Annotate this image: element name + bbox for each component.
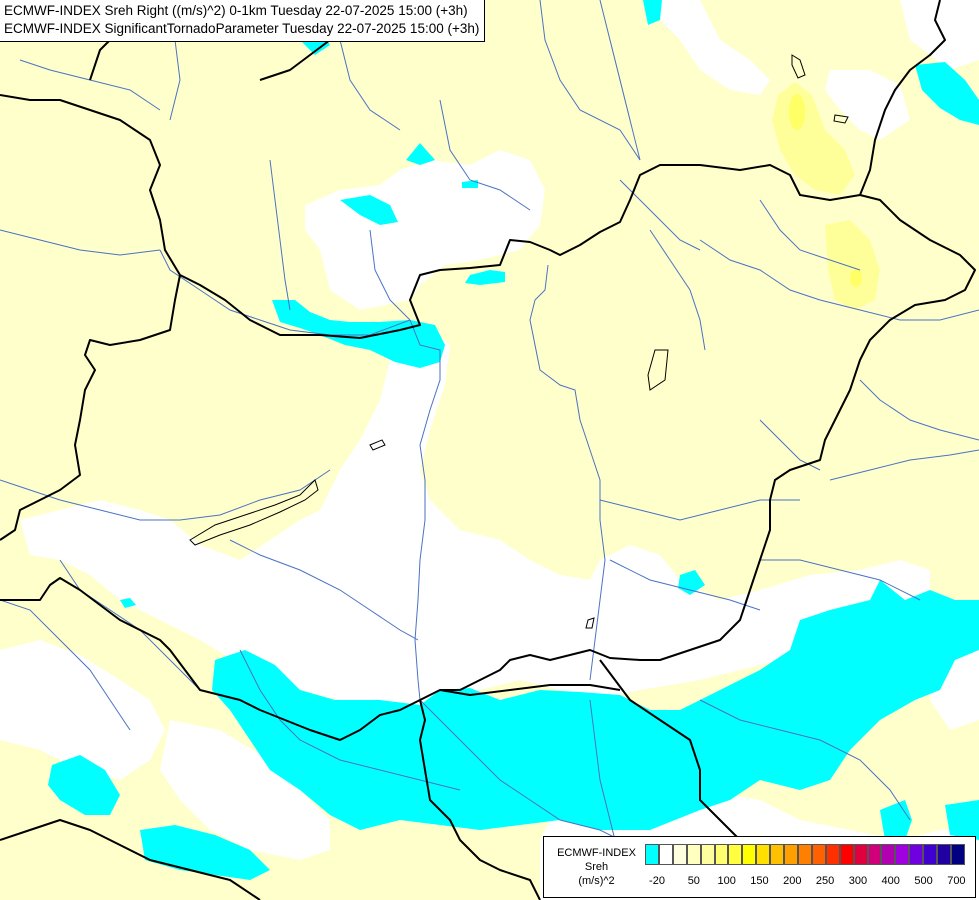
- legend-unit: (m/s)^2: [578, 875, 615, 887]
- legend-ticks: -20 50 100 150 200 250 300 400 500 700: [645, 875, 975, 889]
- legend-parameter: Sreh: [584, 861, 609, 873]
- legend-swatch: [853, 844, 868, 865]
- legend-tick-label: 150: [750, 875, 769, 887]
- legend-swatch: [950, 844, 965, 865]
- legend-tick-label: 700: [947, 875, 966, 887]
- lakes: [189, 54, 849, 629]
- legend-swatch: [895, 844, 910, 865]
- legend-swatch: [867, 844, 882, 865]
- legend-tick-label: -20: [649, 875, 665, 887]
- legend-swatch: [839, 844, 854, 865]
- legend-swatch: [811, 844, 826, 865]
- legend-model: ECMWF-INDEX: [557, 847, 636, 859]
- legend-swatch: [645, 844, 659, 865]
- legend-swatch: [742, 844, 757, 865]
- legend-tick-label: 500: [914, 875, 933, 887]
- map-title-box: ECMWF-INDEX Sreh Right ((m/s)^2) 0-1km T…: [0, 0, 486, 42]
- legend-swatch: [770, 844, 785, 865]
- title-line-1: ECMWF-INDEX Sreh Right ((m/s)^2) 0-1km T…: [4, 3, 468, 18]
- legend-swatches: [645, 844, 965, 865]
- legend-swatch: [909, 844, 924, 865]
- legend-swatch: [797, 844, 812, 865]
- legend-tick-label: 250: [815, 875, 835, 887]
- elevated-shear-cores: [789, 94, 862, 287]
- legend-swatch: [728, 844, 743, 865]
- title-line-2: ECMWF-INDEX SignificantTornadoParameter …: [4, 21, 480, 36]
- legend-swatch: [672, 844, 687, 865]
- color-legend: ECMWF-INDEX Sreh (m/s)^2 -20 50 100 150 200 2…: [543, 836, 976, 898]
- legend-tick-label: 400: [881, 875, 900, 887]
- legend-swatch: [714, 844, 729, 865]
- legend-tick-label: 200: [783, 875, 802, 887]
- legend-swatch: [937, 844, 951, 865]
- legend-swatch: [686, 844, 701, 865]
- legend-swatch: [784, 844, 798, 865]
- legend-tick-label: 100: [717, 875, 736, 887]
- legend-swatch: [756, 844, 771, 865]
- legend-swatch: [923, 844, 938, 865]
- legend-swatch: [881, 844, 896, 865]
- legend-swatch: [658, 844, 673, 865]
- legend-swatch: [825, 844, 840, 865]
- legend-tick-label: 300: [848, 875, 868, 887]
- legend-swatch: [700, 844, 715, 865]
- legend-tick-label: 50: [687, 875, 700, 887]
- legend-label: ECMWF-INDEX Sreh (m/s)^2: [550, 846, 643, 888]
